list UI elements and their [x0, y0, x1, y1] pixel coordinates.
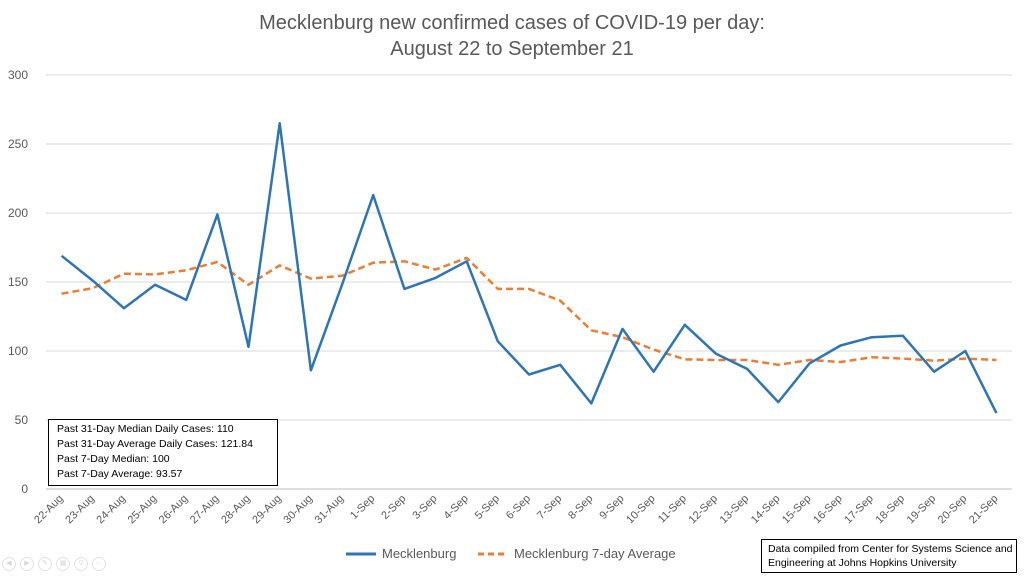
x-tick-label: 27-Aug — [188, 493, 222, 527]
legend-item-7-day-average: Mecklenburg 7-day Average — [478, 546, 676, 561]
chart-title-line-1: Mecklenburg new confirmed cases of COVID… — [259, 12, 765, 34]
x-tick-label: 4-Sep — [442, 493, 471, 522]
summary-stats-box: Past 31-Day Median Daily Cases: 110 Past… — [48, 419, 278, 486]
stat-7-day-median: Past 7-Day Median: 100 — [57, 453, 170, 465]
x-tick-label: 22-Aug — [32, 493, 66, 527]
source-line-2: Engineering at Johns Hopkins University — [768, 557, 957, 569]
x-tick-label: 15-Sep — [780, 493, 814, 527]
legend-item-mecklenburg: Mecklenburg — [346, 546, 456, 561]
x-tick-label: 16-Sep — [811, 493, 845, 527]
x-tick-label: 17-Sep — [842, 493, 876, 527]
series-line-7-day-average — [61, 256, 997, 367]
x-tick-label: 31-Aug — [313, 493, 347, 527]
chart-title-line-2: August 22 to September 21 — [390, 38, 634, 60]
zoom-icon[interactable]: ⚲ — [74, 557, 88, 571]
x-tick-label: 2-Sep — [379, 493, 408, 522]
x-tick-label: 10-Sep — [624, 493, 658, 527]
x-tick-label: 8-Sep — [566, 493, 595, 522]
chart-legend: Mecklenburg Mecklenburg 7-day Average — [0, 546, 1024, 566]
y-tick-label: 200 — [8, 206, 28, 220]
x-tick-label: 1-Sep — [348, 493, 377, 522]
x-tick-label: 6-Sep — [504, 493, 533, 522]
series-line-mecklenburg — [60, 122, 998, 414]
source-line-1: Data compiled from Center for Systems Sc… — [768, 543, 1013, 555]
previous-slide-icon[interactable]: ◀ — [2, 557, 16, 571]
x-tick-label: 11-Sep — [656, 493, 689, 526]
y-tick-label: 0 — [21, 482, 28, 496]
stat-31-day-average: Past 31-Day Average Daily Cases: 121.84 — [57, 438, 253, 450]
y-tick-label: 50 — [15, 413, 29, 427]
legend-swatch-dashed — [478, 552, 508, 555]
x-tick-label: 23-Aug — [63, 493, 97, 527]
x-tick-label: 9-Sep — [597, 493, 626, 522]
x-tick-label: 5-Sep — [473, 493, 502, 522]
legend-label-mecklenburg: Mecklenburg — [382, 546, 457, 561]
y-tick-label: 150 — [8, 275, 28, 289]
legend-label-7-day-average: Mecklenburg 7-day Average — [514, 546, 676, 561]
x-tick-label: 14-Sep — [749, 493, 783, 527]
data-source-box: Data compiled from Center for Systems Sc… — [761, 539, 1017, 573]
x-tick-label: 3-Sep — [410, 493, 439, 522]
x-tick-label: 25-Aug — [126, 493, 160, 527]
x-tick-label: 18-Sep — [873, 493, 907, 527]
y-tick-label: 250 — [8, 137, 28, 151]
x-tick-label: 21-Sep — [967, 493, 1001, 527]
x-tick-label: 7-Sep — [535, 493, 564, 522]
x-tick-label: 20-Sep — [936, 493, 970, 527]
x-tick-label: 26-Aug — [157, 493, 191, 527]
legend-swatch-solid — [346, 552, 376, 555]
x-tick-label: 28-Aug — [219, 493, 253, 527]
x-tick-label: 13-Sep — [718, 493, 752, 527]
x-tick-label: 30-Aug — [281, 493, 315, 527]
stat-7-day-average: Past 7-Day Average: 93.57 — [57, 468, 183, 480]
x-tick-label: 24-Aug — [94, 493, 128, 527]
stat-31-day-median: Past 31-Day Median Daily Cases: 110 — [57, 423, 234, 435]
y-tick-label: 100 — [8, 344, 28, 358]
y-tick-label: 300 — [8, 68, 28, 82]
chart-title: Mecklenburg new confirmed cases of COVID… — [0, 10, 1024, 62]
slides-grid-icon[interactable]: ▦ — [56, 557, 70, 571]
presentation-toolbar: ◀ ▶ ✎ ▦ ⚲ ⋯ — [2, 557, 106, 571]
x-tick-label: 12-Sep — [687, 493, 721, 527]
x-tick-label: 19-Sep — [905, 493, 939, 527]
x-tick-label: 29-Aug — [250, 493, 284, 527]
pen-icon[interactable]: ✎ — [38, 557, 52, 571]
next-slide-icon[interactable]: ▶ — [20, 557, 34, 571]
more-options-icon[interactable]: ⋯ — [92, 557, 106, 571]
